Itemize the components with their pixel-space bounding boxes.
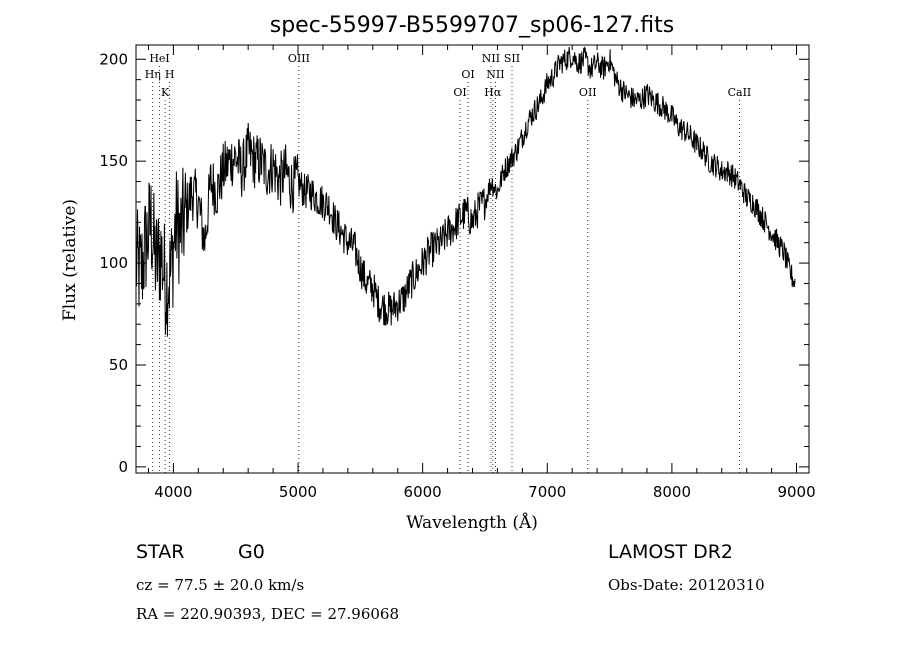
plot-area: HeIHηHKOIIIOIOINIISIINIIHαOIICaII 400050… bbox=[99, 45, 815, 501]
y-tick-label: 200 bbox=[99, 50, 128, 68]
spectral-line-label: H bbox=[165, 68, 175, 81]
y-tick-label: 100 bbox=[99, 254, 128, 272]
x-axis-label: Wavelength (Å) bbox=[406, 512, 538, 533]
spectral-line-label: OI bbox=[453, 86, 466, 99]
ra-dec-coordinates: RA = 220.90393, DEC = 27.96068 bbox=[136, 605, 399, 623]
spectral-line-label: OI bbox=[461, 68, 474, 81]
spectral-line-label: OIII bbox=[288, 52, 310, 65]
x-tick-label: 8000 bbox=[653, 483, 691, 501]
plot-frame bbox=[136, 45, 809, 473]
info-block: STAR G0 LAMOST DR2 cz = 77.5 ± 20.0 km/s… bbox=[136, 541, 765, 623]
x-tick-label: 6000 bbox=[404, 483, 442, 501]
x-axis-ticks: 4000 5000 6000 7000 8000 9000 bbox=[148, 45, 815, 501]
y-axis-ticks: 0 50 100 150 200 bbox=[99, 50, 809, 476]
y-tick-label: 150 bbox=[99, 152, 128, 170]
object-subclass: G0 bbox=[238, 541, 265, 563]
spectral-line-label: K bbox=[161, 86, 170, 99]
survey-name: LAMOST DR2 bbox=[608, 541, 733, 563]
x-tick-label: 9000 bbox=[777, 483, 815, 501]
y-axis-label: Flux (relative) bbox=[60, 199, 80, 321]
x-tick-label: 4000 bbox=[154, 483, 192, 501]
spectral-line-label: SII bbox=[504, 52, 520, 65]
x-tick-label: 5000 bbox=[279, 483, 317, 501]
spectral-line-label: NII bbox=[482, 52, 500, 65]
spectral-line-label: OII bbox=[579, 86, 597, 99]
spectral-line-label: HeI bbox=[149, 52, 169, 65]
redshift-cz: cz = 77.5 ± 20.0 km/s bbox=[136, 576, 304, 594]
spectral-line-label: Hη bbox=[145, 68, 161, 81]
spectral-line-label: NII bbox=[486, 68, 504, 81]
y-tick-label: 50 bbox=[109, 356, 128, 374]
object-class: STAR bbox=[136, 541, 184, 563]
spectral-line-label: Hα bbox=[484, 86, 502, 99]
chart-title: spec-55997-B5599707_sp06-127.fits bbox=[270, 13, 675, 38]
x-tick-label: 7000 bbox=[528, 483, 566, 501]
observation-date: Obs-Date: 20120310 bbox=[608, 576, 765, 594]
y-tick-label: 0 bbox=[118, 458, 128, 476]
spectral-line-label: CaII bbox=[728, 86, 752, 99]
